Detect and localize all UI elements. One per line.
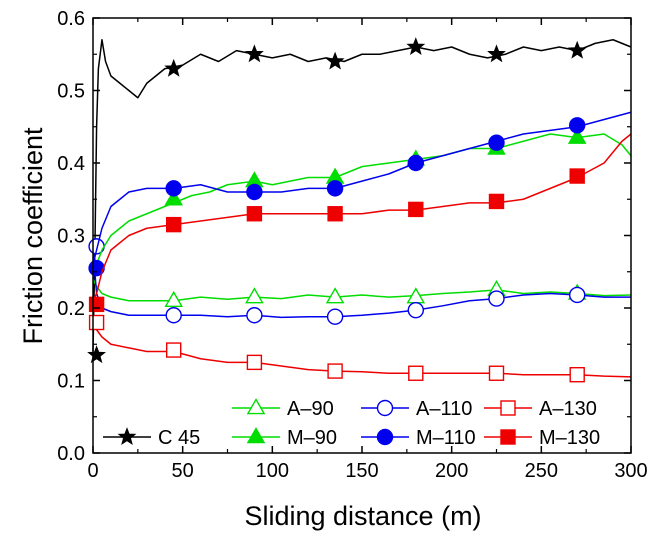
series-a-130-point-0 — [88, 314, 105, 331]
series-c-45-point-3 — [325, 51, 345, 70]
series-m-110-point-3 — [326, 180, 344, 197]
legend-item-a-110-label: A–110 — [416, 398, 472, 420]
legend-item-c-45: C 45 — [103, 427, 200, 449]
series-c-45-point-2 — [244, 44, 264, 63]
legend-item-m-110-label: M–110 — [416, 427, 476, 449]
y-tick-label-2: 0.2 — [57, 298, 85, 320]
series-a-110 — [88, 238, 631, 325]
legend-item-m-90: M–90 — [232, 427, 337, 449]
legend: A–90 A–110 A–130 C 45 M–90 M–110 M–130 — [103, 398, 600, 449]
series-m-90-point-0 — [164, 189, 183, 206]
x-tick-label-2: 100 — [256, 460, 289, 482]
series-c-45-point-4 — [406, 37, 426, 56]
series-a-130-line — [92, 322, 632, 378]
series-c-45-line — [92, 39, 632, 352]
series-c-45-point-0 — [87, 345, 107, 364]
y-tick-label-0: 0.0 — [57, 443, 85, 465]
series-m-110 — [88, 111, 632, 277]
x-tick-label-4: 200 — [435, 460, 468, 482]
series-a-90-point-1 — [245, 287, 264, 304]
legend-item-m-130-label: M–130 — [539, 427, 600, 449]
legend-item-c-45-label: C 45 — [158, 427, 200, 449]
legend-item-m-110: M–110 — [361, 427, 476, 449]
series-a-110-point-5 — [488, 290, 505, 307]
series-m-130-point-4 — [408, 201, 424, 218]
legend-item-a-110: A–110 — [361, 398, 472, 420]
series-c-45-point-6 — [567, 40, 587, 59]
series-layer — [87, 37, 632, 383]
series-m-110-point-1 — [165, 180, 182, 197]
series-a-130-point-4 — [408, 365, 424, 381]
legend-item-m-90-label: M–90 — [287, 427, 337, 449]
series-a-90 — [92, 278, 632, 307]
series-m-130-point-1 — [165, 216, 182, 233]
y-tick-label-5: 0.5 — [57, 81, 85, 103]
legend-item-m-130-marker — [500, 429, 516, 445]
series-a-90-line — [92, 278, 632, 302]
legend-item-m-90-marker — [246, 427, 266, 444]
series-m-110-point-5 — [488, 134, 505, 151]
series-a-110-point-4 — [407, 301, 424, 319]
y-tick-label-3: 0.3 — [57, 226, 85, 248]
legend-item-a-90: A–90 — [232, 398, 334, 420]
series-c-45 — [87, 37, 632, 364]
series-m-130-point-5 — [488, 193, 505, 210]
y-tick-label-6: 0.6 — [57, 8, 85, 30]
series-m-130-point-2 — [246, 206, 263, 222]
legend-item-a-130: A–130 — [484, 398, 597, 420]
legend-item-a-110-marker — [376, 399, 394, 417]
legend-item-a-90-marker — [246, 398, 266, 415]
x-tick-label-5: 250 — [525, 460, 558, 482]
x-tick-label-1: 50 — [172, 460, 194, 482]
series-m-90 — [92, 127, 632, 273]
x-tick-label-6: 300 — [614, 460, 647, 482]
series-a-90-point-0 — [164, 290, 183, 307]
series-m-130-point-6 — [569, 168, 585, 184]
series-m-110-point-2 — [246, 183, 263, 201]
series-a-130-point-3 — [327, 363, 343, 379]
series-a-130-point-5 — [488, 365, 505, 381]
series-m-130-line — [92, 133, 632, 302]
legend-item-m-110-marker — [376, 428, 394, 446]
series-c-45-point-1 — [164, 58, 184, 77]
plot-frame — [92, 17, 632, 454]
legend-item-a-130-marker — [500, 400, 516, 416]
x-tick-label-3: 150 — [345, 460, 378, 482]
series-a-130 — [88, 314, 632, 383]
legend-item-c-45-marker — [117, 427, 137, 446]
series-m-110-line — [92, 111, 632, 265]
series-a-130-point-6 — [569, 367, 585, 383]
series-m-90-line — [92, 133, 632, 273]
series-c-45-point-5 — [487, 44, 506, 63]
series-m-90-point-5 — [567, 127, 587, 144]
legend-item-m-130: M–130 — [484, 427, 600, 449]
legend-item-a-130-label: A–130 — [539, 398, 597, 420]
axes-layer: 0 50 100 150 200 250 300 0.0 0.1 0.2 0.3 0.4 0.5 0.6 — [57, 8, 648, 482]
legend-item-a-90-label: A–90 — [287, 398, 334, 420]
y-tick-label-4: 0.4 — [57, 153, 85, 175]
series-m-130 — [88, 133, 632, 313]
y-axis-title: Friction coefficient — [18, 127, 48, 345]
series-a-110-point-2 — [246, 307, 263, 324]
series-m-110-point-6 — [569, 117, 586, 134]
series-a-130-point-1 — [165, 342, 182, 358]
y-tick-label-1: 0.1 — [57, 371, 85, 393]
series-a-110-point-6 — [569, 286, 586, 304]
x-tick-label-0: 0 — [87, 460, 98, 482]
series-a-110-line — [92, 249, 631, 319]
series-a-90-point-2 — [325, 287, 345, 304]
series-a-110-point-1 — [165, 307, 182, 324]
series-a-130-point-2 — [246, 354, 263, 371]
series-m-130-point-0 — [88, 296, 105, 313]
series-m-110-point-4 — [407, 154, 424, 172]
x-axis-title: Sliding distance (m) — [244, 501, 481, 531]
series-m-130-point-3 — [327, 206, 343, 222]
series-a-110-point-3 — [326, 308, 344, 325]
